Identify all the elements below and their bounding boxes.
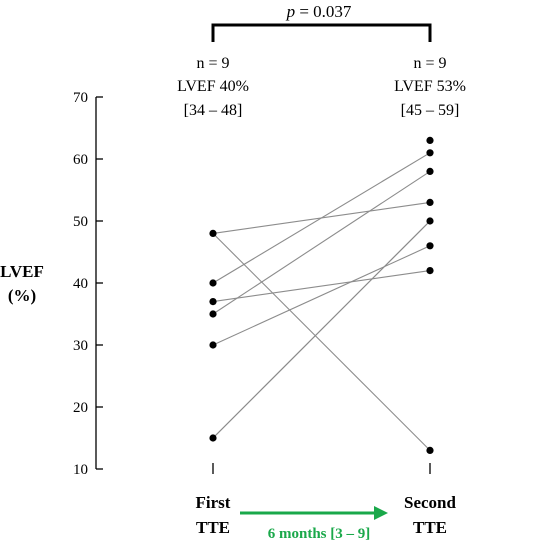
y-tick-label: 40 (73, 276, 88, 292)
data-point (426, 446, 434, 454)
pair-line (212, 152, 431, 284)
y-axis-label-line2: (%) (8, 286, 36, 305)
pair-lines (212, 152, 431, 451)
data-point (209, 310, 217, 318)
data-point (426, 149, 434, 157)
data-point (209, 229, 217, 237)
y-tick-label: 30 (73, 338, 88, 354)
p-value-text: = 0.037 (295, 2, 352, 21)
second-iqr: [45 – 59] (401, 102, 460, 119)
first-iqr: [34 – 48] (184, 102, 243, 119)
data-point (209, 298, 217, 306)
y-axis-label-line1: LVEF (0, 262, 44, 281)
data-point (426, 136, 434, 144)
y-tick-label: 60 (73, 152, 88, 168)
pair-line (212, 233, 431, 451)
x-label-second-line2: TTE (413, 518, 447, 537)
bracket-line (211, 23, 432, 42)
p-symbol: p (286, 2, 296, 21)
interval-label: 6 months [3 – 9] (268, 526, 371, 542)
x-label-first-line2: TTE (196, 518, 230, 537)
x-label-first-line1: First (196, 493, 231, 512)
first-n: n = 9 (196, 55, 229, 72)
y-tick-label: 70 (73, 90, 88, 106)
y-tick-label: 20 (73, 400, 88, 416)
significance-bracket: p = 0.037 (211, 2, 432, 42)
data-point (209, 434, 217, 442)
group-annotation-first: n = 9 LVEF 40% [34 – 48] (177, 55, 249, 119)
pair-line (212, 245, 431, 346)
data-point (209, 341, 217, 349)
x-label-second-line1: Second (404, 493, 457, 512)
data-point (426, 167, 434, 175)
pair-line (212, 220, 431, 439)
second-n: n = 9 (413, 55, 446, 72)
y-tick-label: 10 (73, 462, 88, 478)
interval-arrow-head (374, 506, 388, 520)
first-median: LVEF 40% (177, 78, 249, 95)
data-point (426, 198, 434, 206)
data-point (426, 267, 434, 275)
data-point (426, 242, 434, 250)
group-annotation-second: n = 9 LVEF 53% [45 – 59] (394, 55, 466, 119)
data-point (426, 217, 434, 225)
data-points (209, 136, 434, 454)
y-axis: 10 20 30 40 50 60 70 (73, 90, 103, 478)
pair-line (212, 170, 431, 315)
y-tick-label: 50 (73, 214, 88, 230)
pair-line (212, 270, 431, 303)
data-point (209, 279, 217, 287)
p-value-label: p = 0.037 (286, 2, 352, 21)
second-median: LVEF 53% (394, 78, 466, 95)
interval-arrow: 6 months [3 – 9] (240, 506, 388, 542)
y-ticks: 10 20 30 40 50 60 70 (73, 90, 103, 478)
x-axis-ticks (212, 463, 431, 474)
